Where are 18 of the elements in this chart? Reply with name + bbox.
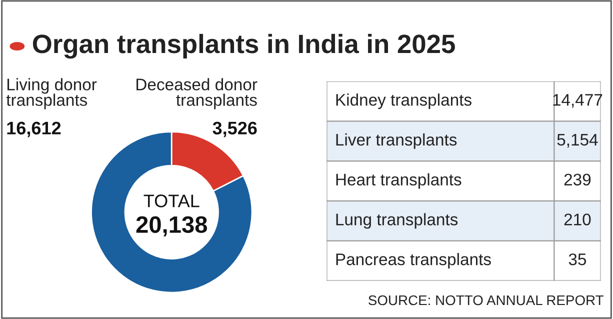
slice-label: Deceased donor transplants bbox=[136, 78, 258, 110]
text: Kidney transplants bbox=[336, 94, 472, 110]
source-note: SOURCE: NOTTO ANNUAL REPORT bbox=[368, 295, 604, 306]
data-label: 3,526 bbox=[212, 122, 257, 138]
data-label: 16,612 bbox=[7, 122, 61, 138]
chart-title: Organ transplants in India in 2025 bbox=[32, 34, 455, 59]
text: Pancreas transplants bbox=[336, 253, 491, 269]
text: Lung transplants bbox=[336, 213, 458, 229]
text: 35 bbox=[568, 253, 586, 266]
text: 20,138 bbox=[136, 216, 208, 236]
slice-label: Living donor transplants bbox=[6, 78, 97, 110]
text: TOTAL bbox=[144, 194, 200, 208]
text: 5,154 bbox=[557, 134, 598, 148]
text: Liver transplants bbox=[336, 133, 457, 149]
text: 14,477 bbox=[553, 94, 602, 108]
text: Heart transplants bbox=[336, 173, 462, 189]
text: 239 bbox=[564, 174, 591, 186]
text: 210 bbox=[564, 214, 591, 226]
